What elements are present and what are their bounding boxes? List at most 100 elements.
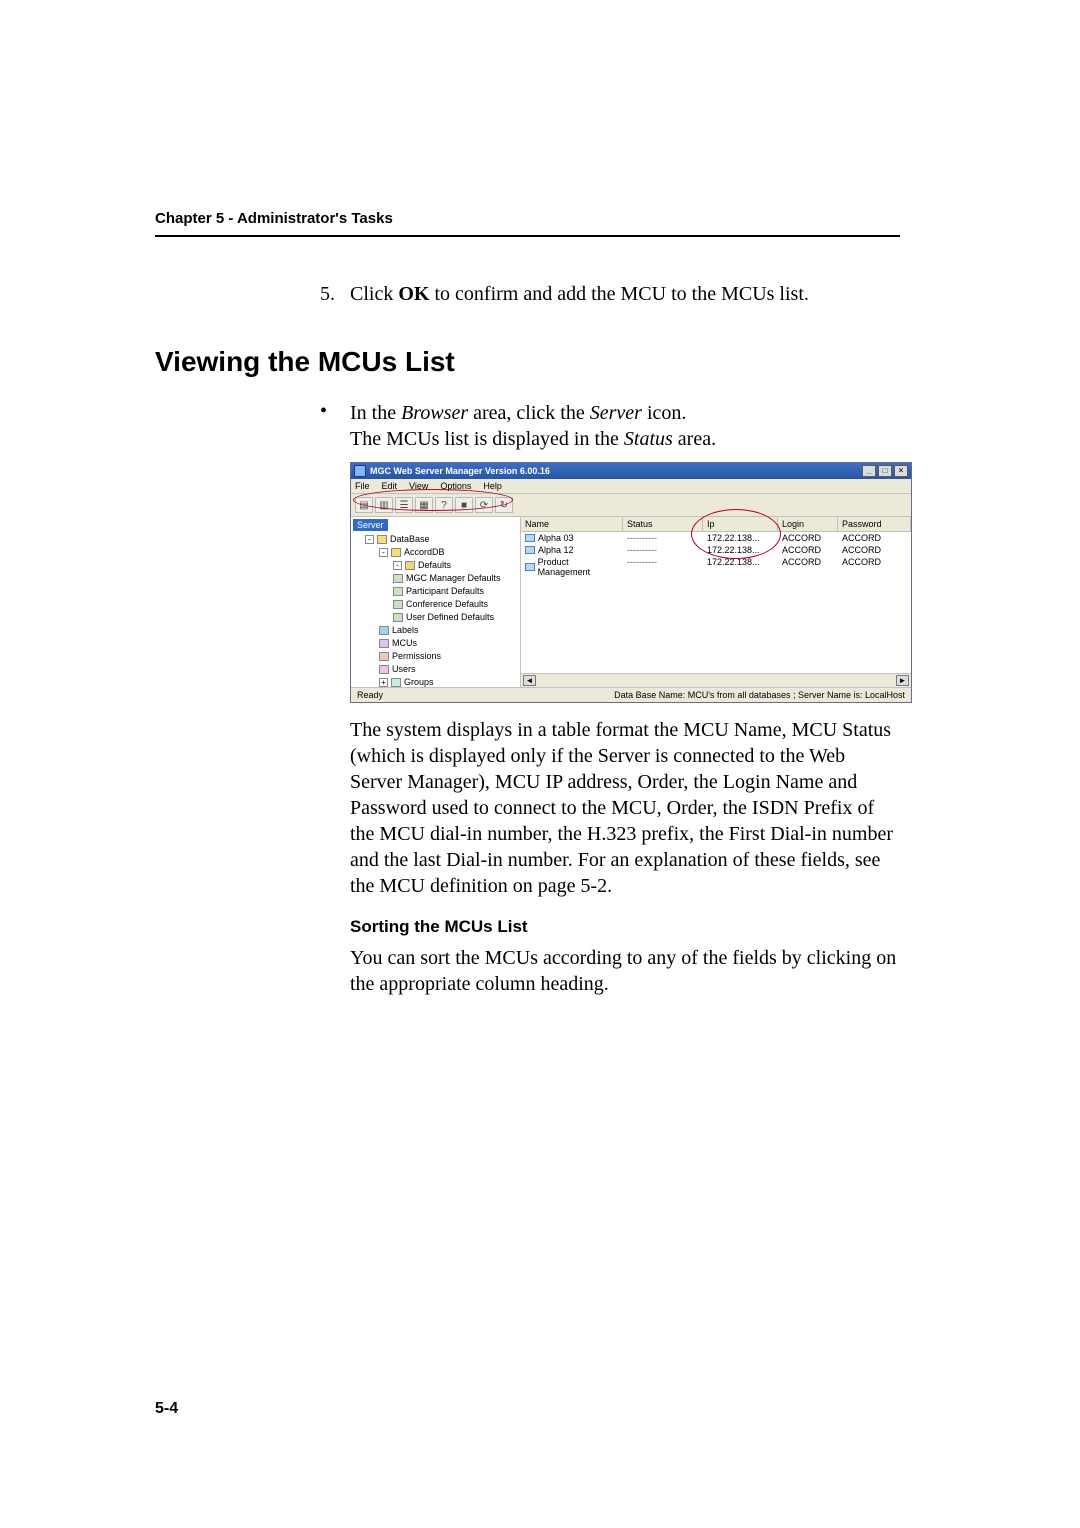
mcu-icon <box>525 563 535 571</box>
tree-node-label: Permissions <box>392 651 441 661</box>
tree-item[interactable]: - Defaults <box>351 559 520 572</box>
tree-item[interactable]: - AccordDB <box>351 546 520 559</box>
tree-node-icon <box>405 561 415 570</box>
tree-node-label: Defaults <box>418 560 451 570</box>
tree-item[interactable]: Labels <box>351 624 520 637</box>
menu-help[interactable]: Help <box>483 481 502 491</box>
b-l1-it1: Browser <box>401 402 468 424</box>
page-number: 5-4 <box>155 1400 178 1418</box>
cell-ip: 172.22.138... <box>703 532 778 544</box>
b-l2-post: area. <box>673 428 716 450</box>
grid-pane: Name Status Ip Login Password Alpha 03 --… <box>521 517 911 687</box>
step-post: to confirm and add the MCU to the MCUs l… <box>429 283 808 305</box>
scroll-right-button[interactable]: ► <box>896 675 909 686</box>
bullet-mark: • <box>320 400 350 452</box>
bullet-body: In the Browser area, click the Server ic… <box>350 400 716 452</box>
b-l1-mid: area, click the <box>468 402 590 424</box>
tree-item[interactable]: -DataBase <box>351 533 520 546</box>
tree-root-server[interactable]: Server <box>353 519 388 531</box>
cell-name: Product Management <box>521 556 623 578</box>
status-left: Ready <box>357 690 383 700</box>
cell-password: ACCORD <box>838 532 911 544</box>
chapter-header: Chapter 5 - Administrator's Tasks <box>155 210 900 227</box>
status-right: Data Base Name: MCU's from all databases… <box>614 690 905 700</box>
step-5: 5. Click OK to confirm and add the MCU t… <box>320 283 900 306</box>
menu-view[interactable]: View <box>409 481 428 491</box>
cell-password: ACCORD <box>838 556 911 578</box>
menu-bar: File Edit View Options Help <box>351 479 911 494</box>
tree-node-label: MCUs <box>392 638 417 648</box>
table-row[interactable]: Product Management----------172.22.138..… <box>521 556 911 578</box>
toolbar-btn-6[interactable]: ■ <box>455 497 473 513</box>
tree-expander-icon[interactable]: - <box>393 561 402 570</box>
tree-node-icon <box>393 600 403 609</box>
b-l1-post: icon. <box>642 402 686 424</box>
b-l1-pre: In the <box>350 402 401 424</box>
tree-item[interactable]: MCUs <box>351 637 520 650</box>
b-l2-it: Status <box>624 428 673 450</box>
toolbar-btn-3[interactable]: ☰ <box>395 497 413 513</box>
scroll-left-button[interactable]: ◄ <box>523 675 536 686</box>
col-name[interactable]: Name <box>521 517 623 531</box>
toolbar-btn-1[interactable]: ▤ <box>355 497 373 513</box>
cell-login: ACCORD <box>778 544 838 556</box>
tree-node-label: Groups <box>404 677 434 687</box>
cell-login: ACCORD <box>778 556 838 578</box>
tree-node-icon <box>391 548 401 557</box>
tree-pane: Server -DataBase-AccordDB-DefaultsMGC Ma… <box>351 517 521 687</box>
cell-name-text: Alpha 12 <box>538 545 574 555</box>
col-status[interactable]: Status <box>623 517 703 531</box>
app-window: MGC Web Server Manager Version 6.00.16 _… <box>350 462 912 703</box>
header-rule <box>155 235 900 237</box>
tree-expander-icon[interactable]: + <box>379 678 388 687</box>
cell-status: ---------- <box>623 532 703 544</box>
bullet-item: • In the Browser area, click the Server … <box>320 400 900 452</box>
menu-edit[interactable]: Edit <box>382 481 398 491</box>
tree-item[interactable]: MGC Manager Defaults <box>351 572 520 585</box>
tree-node-icon <box>393 613 403 622</box>
menu-options[interactable]: Options <box>440 481 471 491</box>
toolbar: ▤ ▥ ☰ ▦ ? ■ ⟳ ↻ <box>351 494 911 517</box>
maximize-button[interactable]: □ <box>878 465 892 477</box>
toolbar-btn-8[interactable]: ↻ <box>495 497 513 513</box>
cell-status: ---------- <box>623 556 703 578</box>
tree-node-label: Labels <box>392 625 419 635</box>
step-bold: OK <box>398 283 429 305</box>
tree-node-icon <box>391 678 401 687</box>
cell-name-text: Alpha 03 <box>538 533 574 543</box>
tree-item[interactable]: + Groups <box>351 676 520 687</box>
tree-expander-icon[interactable]: - <box>379 548 388 557</box>
mcu-icon <box>525 546 535 554</box>
horizontal-scrollbar[interactable]: ◄ ► <box>521 673 911 687</box>
tree-item[interactable]: Users <box>351 663 520 676</box>
subheading-sorting: Sorting the MCUs List <box>350 917 900 937</box>
paragraph-sorting: You can sort the MCUs according to any o… <box>350 945 900 997</box>
tree-item[interactable]: Participant Defaults <box>351 585 520 598</box>
tree-item[interactable]: Permissions <box>351 650 520 663</box>
cell-ip: 172.22.138... <box>703 556 778 578</box>
col-password[interactable]: Password <box>838 517 911 531</box>
toolbar-btn-2[interactable]: ▥ <box>375 497 393 513</box>
tree-node-icon <box>377 535 387 544</box>
col-ip[interactable]: Ip <box>703 517 778 531</box>
tree-node-label: AccordDB <box>404 547 445 557</box>
app-icon <box>354 465 366 477</box>
close-button[interactable]: × <box>894 465 908 477</box>
tree-item[interactable]: User Defined Defaults <box>351 611 520 624</box>
toolbar-btn-4[interactable]: ▦ <box>415 497 433 513</box>
tree-expander-icon[interactable]: - <box>365 535 374 544</box>
col-login[interactable]: Login <box>778 517 838 531</box>
cell-name-text: Product Management <box>538 557 619 577</box>
menu-file[interactable]: File <box>355 481 370 491</box>
section-heading: Viewing the MCUs List <box>155 346 900 378</box>
table-row[interactable]: Alpha 12----------172.22.138...ACCORDACC… <box>521 544 911 556</box>
tree-node-icon <box>379 626 389 635</box>
toolbar-btn-7[interactable]: ⟳ <box>475 497 493 513</box>
tree-node-label: Users <box>392 664 416 674</box>
table-row[interactable]: Alpha 03----------172.22.138...ACCORDACC… <box>521 532 911 544</box>
window-title: MGC Web Server Manager Version 6.00.16 <box>370 466 550 476</box>
toolbar-btn-5[interactable]: ? <box>435 497 453 513</box>
minimize-button[interactable]: _ <box>862 465 876 477</box>
b-l1-it2: Server <box>590 402 642 424</box>
tree-item[interactable]: Conference Defaults <box>351 598 520 611</box>
